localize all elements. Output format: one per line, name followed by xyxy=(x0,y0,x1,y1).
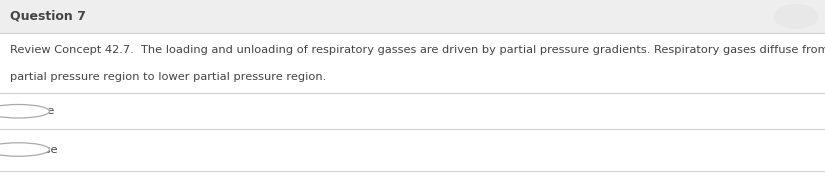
Text: Review Concept 42.7.  The loading and unloading of respiratory gasses are driven: Review Concept 42.7. The loading and unl… xyxy=(10,45,825,55)
FancyBboxPatch shape xyxy=(0,0,825,33)
Circle shape xyxy=(0,104,50,118)
Ellipse shape xyxy=(774,4,818,29)
Text: Question 7: Question 7 xyxy=(10,10,86,23)
Circle shape xyxy=(0,143,50,156)
Text: partial pressure region to lower partial pressure region.: partial pressure region to lower partial… xyxy=(10,72,326,82)
Text: False: False xyxy=(30,145,59,155)
Text: True: True xyxy=(30,106,54,116)
